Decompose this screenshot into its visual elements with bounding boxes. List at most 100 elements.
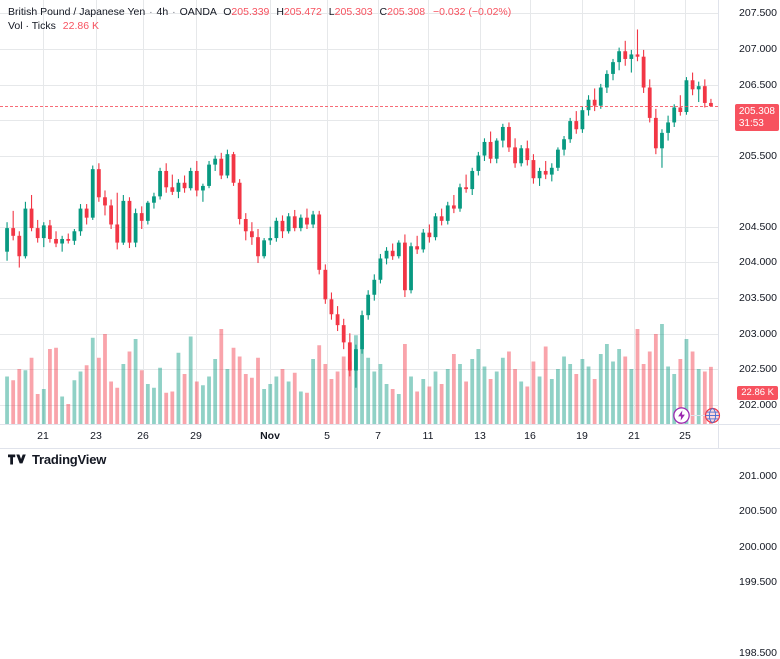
price-tick-label: 202.000: [739, 399, 777, 411]
volume-bar: [574, 374, 579, 424]
tradingview-logo[interactable]: TradingView: [8, 452, 106, 467]
volume-bar: [237, 356, 242, 424]
symbol-legend-row[interactable]: British Pound / Japanese Yen · 4h · OAND…: [8, 5, 511, 19]
volume-bar: [433, 371, 438, 424]
volume-bar: [60, 396, 65, 424]
candle-body: [433, 216, 438, 238]
volume-bar: [66, 404, 71, 424]
volume-bar: [390, 389, 395, 424]
grid-line-horizontal: [0, 49, 718, 50]
candle-body: [684, 80, 689, 113]
grid-line-vertical: [43, 0, 44, 424]
candle-wick: [12, 210, 14, 241]
volume-bar: [35, 394, 40, 424]
candle-body: [390, 250, 395, 257]
volume-bar: [519, 381, 524, 424]
candle-body: [335, 314, 340, 326]
volume-indicator-label[interactable]: Vol · Ticks: [8, 20, 56, 32]
candle-body: [439, 216, 444, 221]
candle-wick: [465, 174, 467, 193]
volume-bar: [672, 374, 677, 424]
volume-bar: [323, 364, 328, 424]
candle-body: [470, 170, 475, 190]
candle-body: [5, 228, 9, 252]
candle-body: [323, 269, 328, 300]
current-price-badge[interactable]: 205.308 31:53: [734, 104, 779, 132]
tradingview-wordmark: TradingView: [32, 452, 107, 467]
candle-body: [464, 187, 468, 190]
volume-value-badge[interactable]: 22.86 K: [737, 386, 778, 400]
candle-body: [341, 325, 346, 343]
candle-body: [592, 99, 597, 106]
candle-body: [494, 140, 499, 159]
volume-bar: [470, 359, 475, 424]
volume-bar: [415, 391, 420, 424]
candle-body: [690, 80, 695, 90]
grid-line-vertical: [270, 0, 271, 424]
volume-bar: [549, 379, 554, 424]
volume-bar: [152, 387, 156, 424]
volume-bar: [439, 384, 444, 424]
time-tick-label: 23: [90, 430, 102, 442]
time-scale[interactable]: 21 23 26 29 Nov 5 7 11 13 16 19 21 25: [0, 424, 718, 449]
volume-bar: [629, 369, 634, 424]
volume-bar: [482, 366, 487, 424]
symbol-name[interactable]: British Pound / Japanese Yen: [8, 6, 146, 18]
chart-legend: British Pound / Japanese Yen · 4h · OAND…: [8, 5, 511, 33]
volume-bar: [684, 339, 689, 424]
candle-wick: [636, 29, 639, 62]
price-tick-label: 207.500: [739, 7, 777, 19]
candle-wick: [661, 129, 663, 168]
lightning-bolt-icon[interactable]: [673, 407, 690, 429]
volume-bar: [127, 351, 132, 424]
volume-bar: [329, 379, 334, 424]
volume-bar: [84, 365, 89, 424]
volume-bar: [360, 349, 364, 424]
candle-body: [482, 141, 487, 156]
candle-body: [84, 208, 89, 218]
tradingview-logo-icon: [8, 454, 26, 465]
volume-bar: [451, 354, 456, 424]
globe-icon[interactable]: [704, 407, 721, 429]
volume-bar: [5, 376, 9, 424]
volume-bar: [543, 346, 548, 424]
volume-bar: [145, 384, 150, 424]
volume-bar: [507, 351, 511, 424]
price-scale[interactable]: 207.500207.000206.500206.000205.500204.5…: [718, 0, 780, 659]
volume-bar: [207, 376, 211, 424]
exchange-label[interactable]: OANDA: [179, 6, 217, 18]
volume-bar: [213, 359, 218, 424]
volume-bar: [256, 357, 260, 424]
volume-bar: [396, 394, 401, 424]
volume-bar: [678, 359, 683, 424]
grid-line-vertical: [196, 0, 197, 424]
interval-label[interactable]: 4h: [156, 6, 169, 18]
price-tick-label: 200.500: [739, 505, 777, 517]
candle-body: [11, 228, 16, 236]
candle-body: [121, 200, 126, 243]
candle-wick: [269, 226, 271, 245]
volume-bar: [48, 349, 52, 424]
volume-bar: [115, 387, 120, 424]
ohlc-open-value: 205.339: [231, 6, 270, 18]
candle-body: [384, 250, 389, 259]
candle-wick: [416, 235, 418, 254]
grid-line-horizontal: [0, 13, 718, 14]
candlestick-plot: [5, 29, 713, 424]
candle-body: [207, 164, 211, 186]
ohlc-low: L205.303: [329, 6, 373, 18]
volume-bar: [286, 381, 291, 424]
volume-bar: [556, 369, 560, 424]
candle-body: [29, 208, 34, 229]
candle-body: [580, 110, 585, 130]
volume-legend-row[interactable]: Vol · Ticks 22.86 K: [8, 19, 511, 33]
candle-body: [347, 342, 352, 371]
candle-body: [531, 160, 536, 179]
candle-body: [133, 213, 138, 243]
chart-pane[interactable]: [0, 0, 718, 424]
icon-connector-line: [691, 415, 705, 416]
grid-line-vertical: [143, 0, 144, 424]
candle-body: [225, 154, 230, 176]
grid-line-vertical: [480, 0, 481, 424]
candle-body: [629, 54, 634, 59]
